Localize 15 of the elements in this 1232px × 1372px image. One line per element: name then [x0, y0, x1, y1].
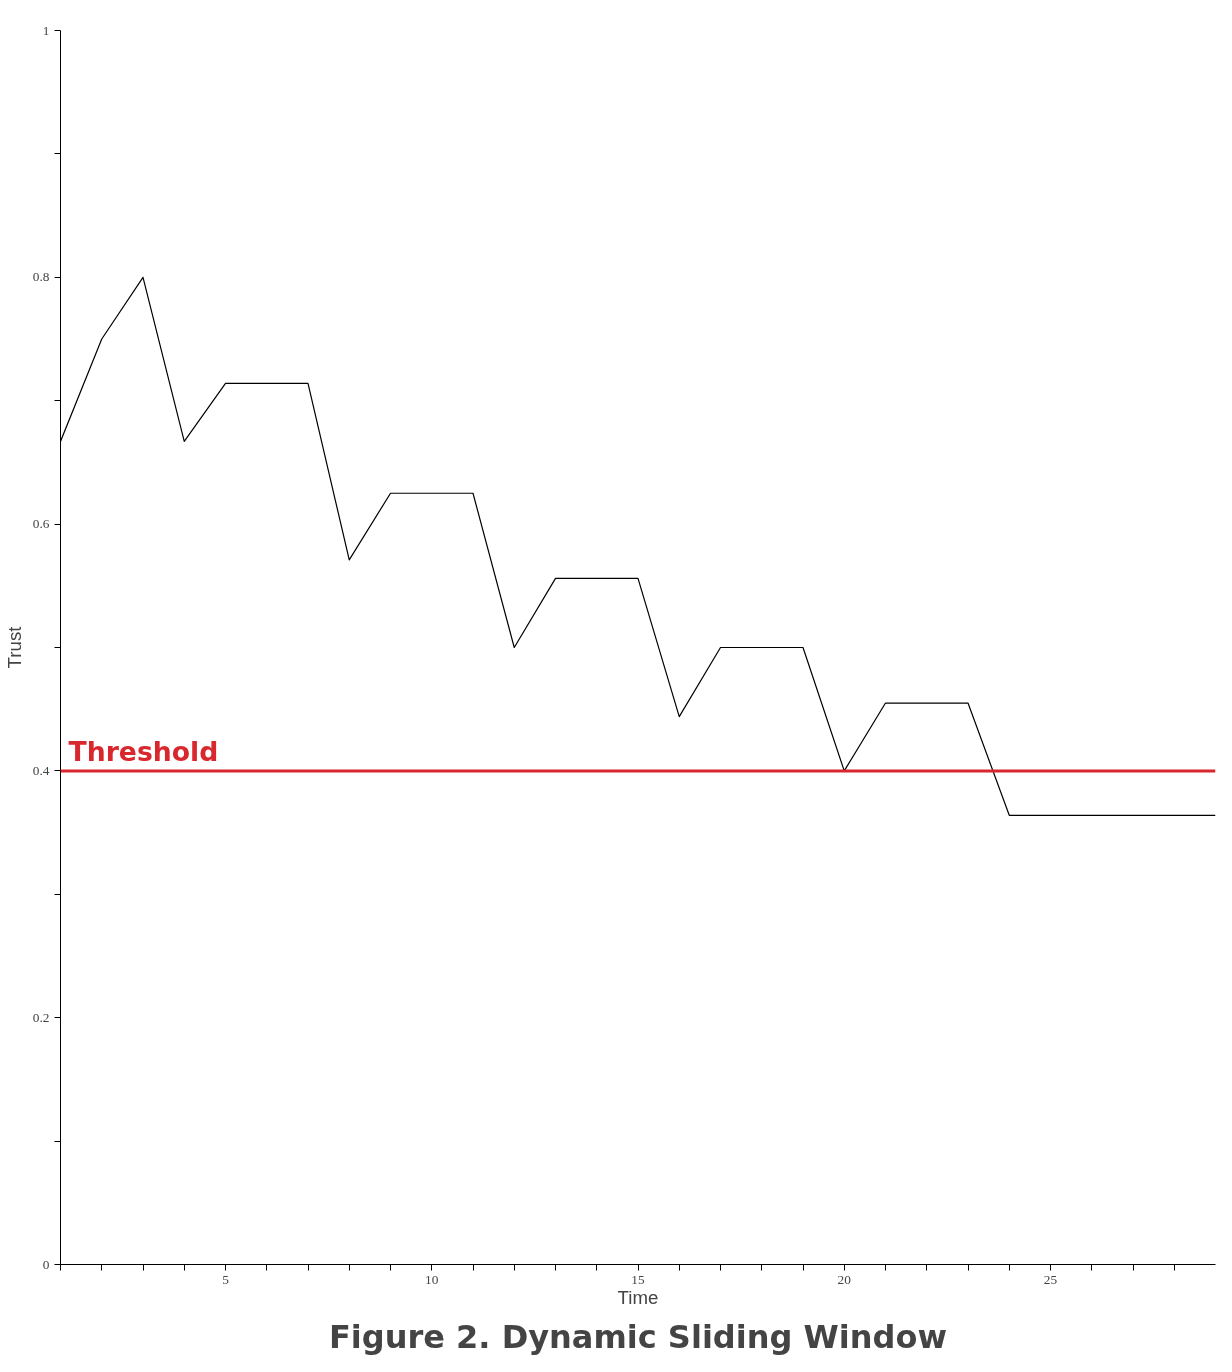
y-tick-label: 0.2	[32, 1009, 50, 1025]
x-axis-title: Time	[617, 1286, 659, 1308]
ref-line-label: Threshold	[68, 735, 219, 767]
x-tick-label: 10	[425, 1271, 439, 1287]
x-tick-label: 20	[837, 1271, 852, 1287]
x-tick-label: 5	[222, 1271, 230, 1287]
y-tick-label: 0.6	[32, 516, 50, 532]
x-tick-label: 25	[1043, 1271, 1058, 1287]
y-tick-label: 1	[42, 22, 50, 38]
y-tick-label: 0.4	[32, 762, 50, 778]
y-tick-label: 0.8	[32, 269, 50, 285]
y-tick-label: 0	[42, 1256, 50, 1272]
y-axis-title: Trust	[3, 625, 25, 669]
text: Figure 2. Dynamic Sliding Window	[328, 1317, 948, 1356]
x-tick-label: 15	[631, 1271, 645, 1287]
